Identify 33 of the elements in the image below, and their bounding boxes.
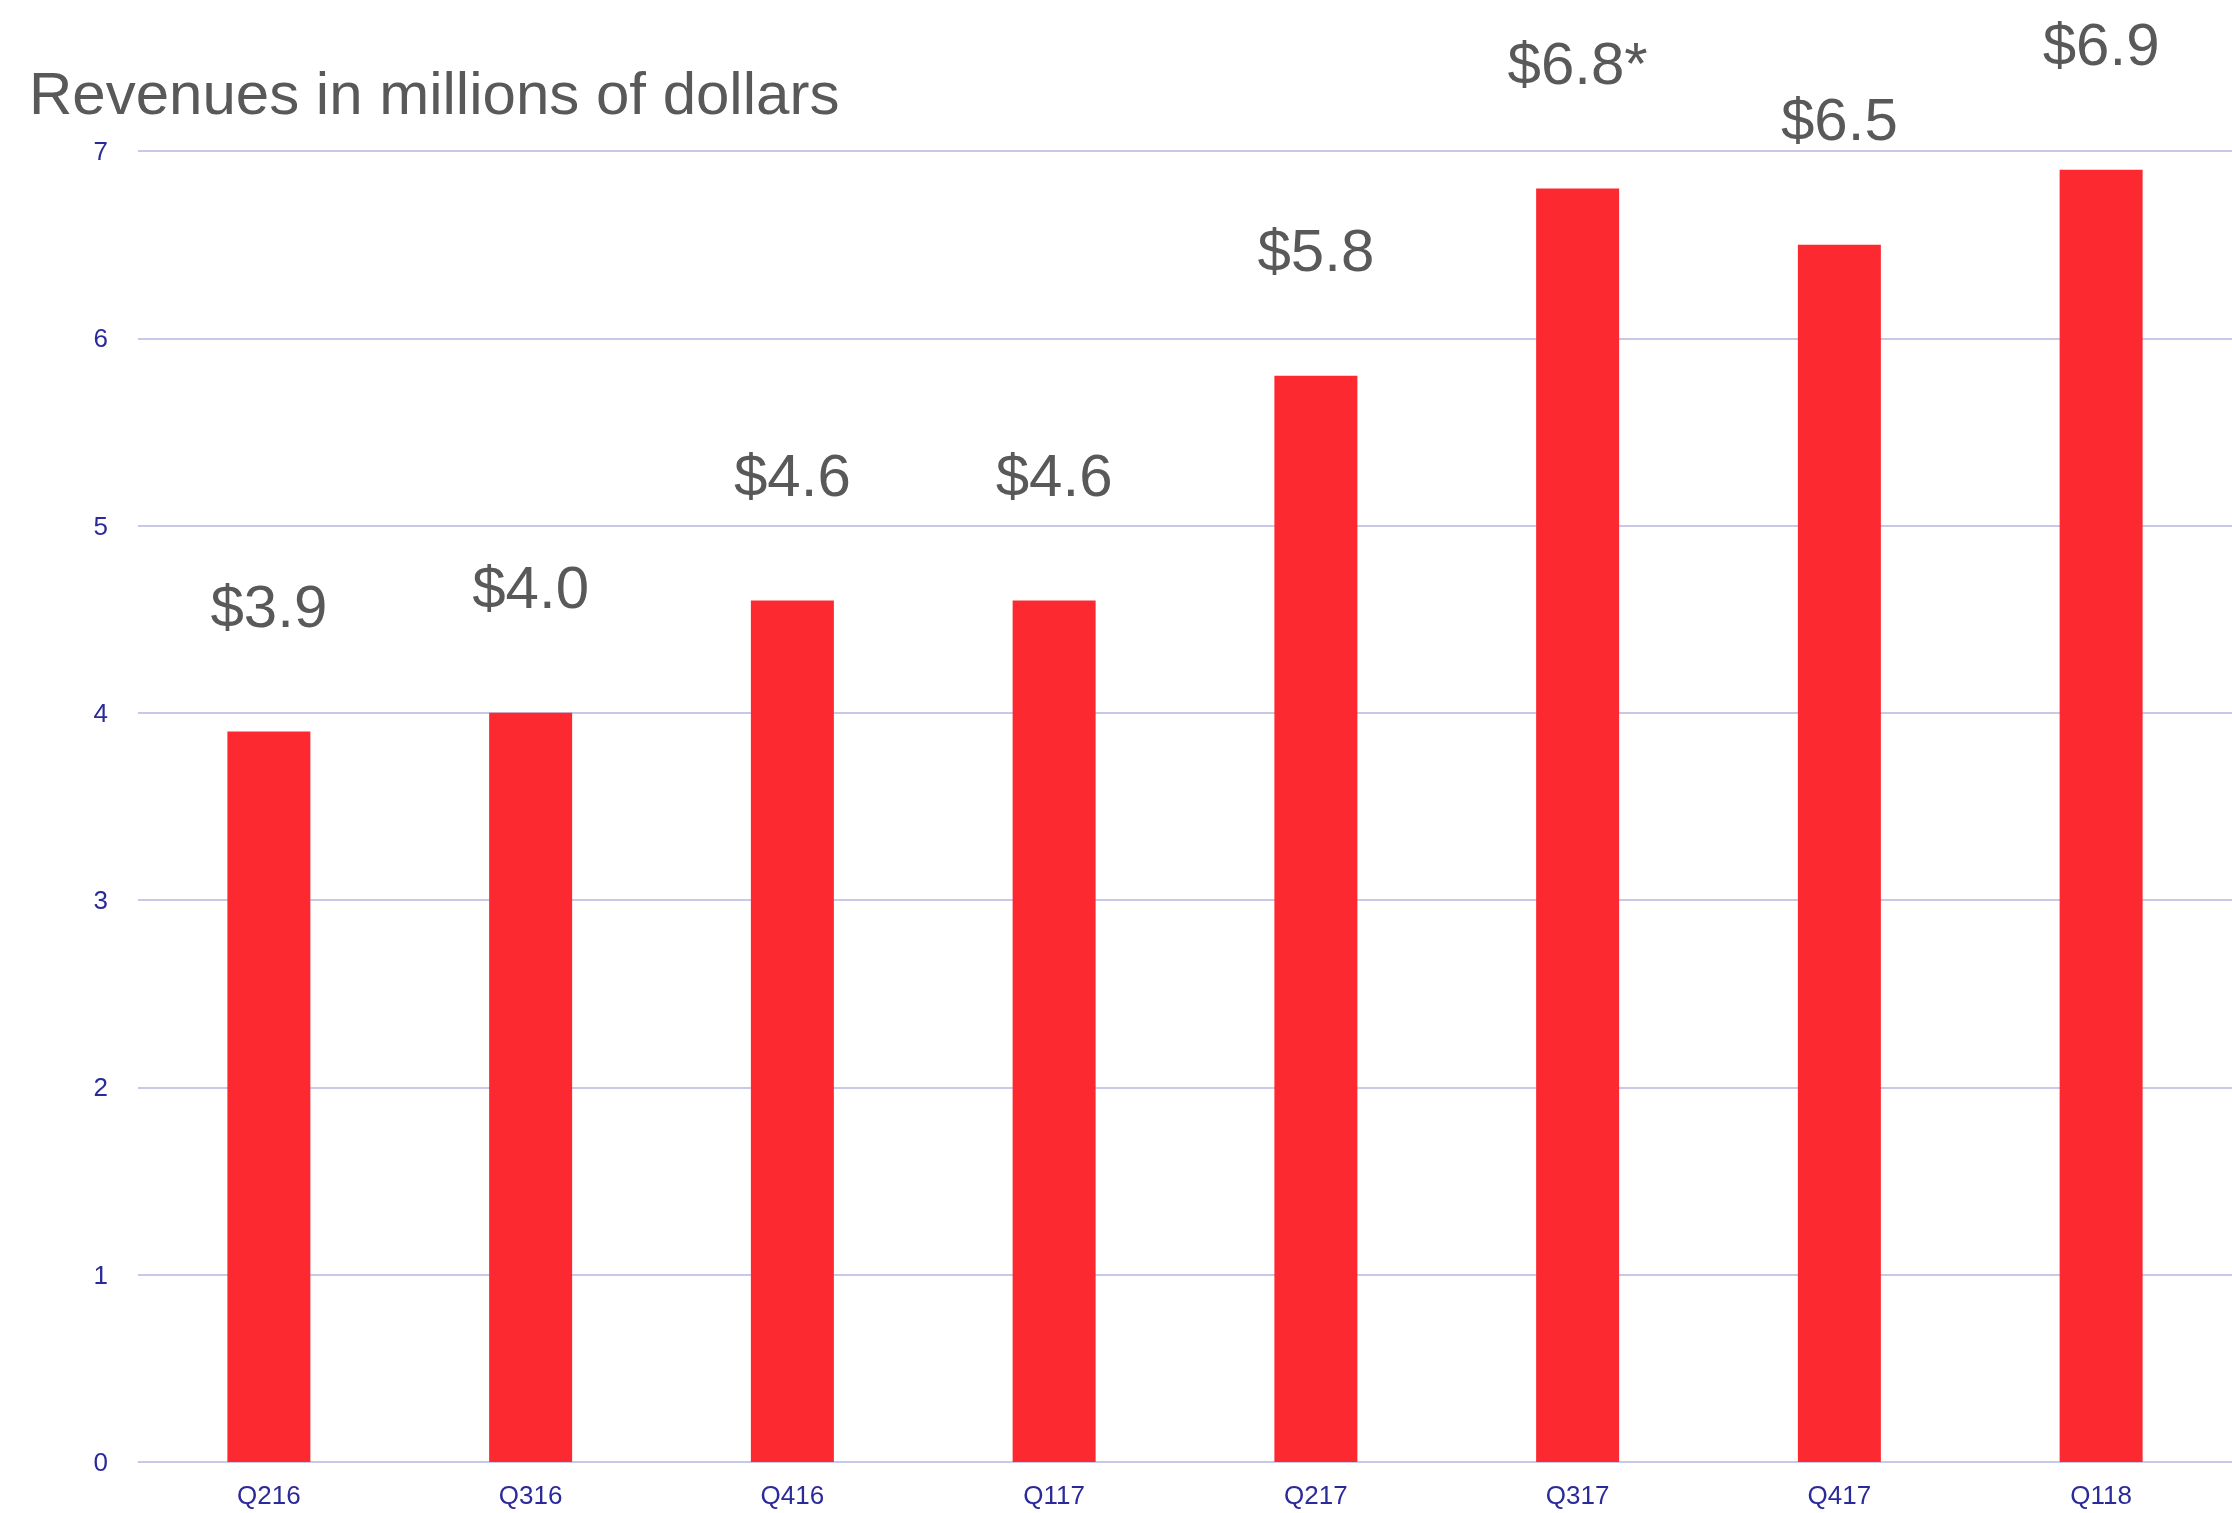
y-tick-label: 4: [93, 697, 108, 728]
chart-title: Revenues in millions of dollars: [29, 59, 840, 127]
data-label: $4.6: [733, 441, 851, 509]
y-tick-label: 6: [93, 323, 108, 354]
x-tick-label: Q216: [237, 1480, 301, 1510]
data-label: $6.8*: [1507, 29, 1648, 97]
data-label: $4.0: [472, 554, 590, 622]
data-label: $6.9: [2042, 11, 2160, 79]
data-label: $3.9: [210, 573, 328, 641]
x-tick-label: Q417: [1807, 1480, 1872, 1510]
data-label: $4.6: [995, 441, 1113, 509]
x-tick-label: Q217: [1284, 1480, 1348, 1510]
bar: [1274, 375, 1358, 1462]
x-tick-label: Q317: [1545, 1480, 1610, 1510]
y-tick-label: 3: [93, 885, 108, 916]
y-tick-label: 7: [93, 136, 108, 166]
bar: [2059, 169, 2143, 1462]
data-label: $6.5: [1780, 86, 1898, 154]
bar: [1012, 600, 1096, 1462]
x-tick-label: Q416: [760, 1480, 825, 1510]
bar: [227, 731, 311, 1462]
x-tick-label: Q118: [2070, 1480, 2132, 1510]
y-tick-label: 1: [93, 1259, 108, 1290]
x-tick-label: Q316: [498, 1480, 563, 1510]
y-tick-label: 2: [93, 1072, 108, 1103]
x-tick-label: Q117: [1023, 1480, 1085, 1510]
bar: [1797, 244, 1881, 1462]
bar: [489, 712, 573, 1462]
y-tick-label: 5: [93, 510, 108, 541]
data-label: $5.8: [1257, 217, 1375, 285]
bar: [750, 600, 834, 1462]
y-tick-label: 0: [93, 1447, 108, 1477]
bar: [1536, 188, 1620, 1462]
